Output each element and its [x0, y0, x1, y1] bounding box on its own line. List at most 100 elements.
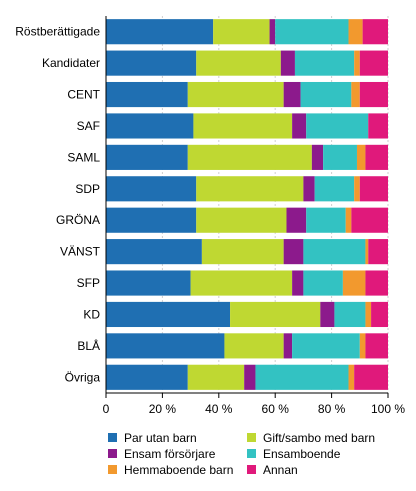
category-label: GRÖNA: [56, 213, 100, 227]
bar-segment: [314, 176, 355, 202]
category-label: VÄNST: [60, 245, 101, 259]
category-label: SAML: [67, 150, 100, 164]
legend-label: Hemmaboende barn: [124, 463, 233, 477]
category-label: BLÅ: [77, 338, 100, 353]
bar-segment: [292, 333, 360, 359]
legend-swatch: [247, 449, 256, 458]
category-label: Röstberättigade: [15, 25, 100, 39]
bar-segment: [275, 19, 349, 45]
bar-segment: [303, 176, 315, 202]
legend-swatch: [108, 449, 117, 458]
category-label: KD: [83, 307, 100, 321]
bar-segment: [306, 113, 369, 139]
category-label: Kandidater: [42, 56, 100, 70]
bar-segment: [106, 207, 197, 233]
bar-segment: [196, 176, 304, 202]
bar-segment: [244, 364, 256, 390]
x-tick-label: 20 %: [149, 402, 177, 416]
legend-label: Gift/sambo med barn: [263, 431, 375, 445]
bar-segment: [283, 239, 304, 265]
bar-segment: [300, 81, 352, 108]
bar-segment: [345, 207, 352, 233]
bar-segment: [342, 270, 366, 296]
bar-segment: [306, 207, 346, 233]
bar-segment: [187, 364, 245, 390]
x-tick-label: 0: [103, 402, 110, 416]
bar-segment: [303, 270, 343, 296]
bar-segment: [106, 19, 214, 45]
bar-segment: [106, 81, 188, 108]
bar-segment: [311, 144, 324, 170]
category-label: SFP: [77, 276, 100, 290]
bar-segment: [106, 270, 191, 296]
bar-segment: [294, 50, 355, 76]
bar-segment: [187, 81, 284, 108]
bar-segment: [106, 239, 202, 265]
bar-segment: [365, 144, 388, 170]
bar-segment: [106, 364, 188, 390]
x-tick-label: 40 %: [205, 402, 233, 416]
category-label: Övriga: [65, 370, 101, 384]
bar-segment: [365, 333, 388, 359]
x-tick-label: 100 %: [371, 402, 405, 416]
category-label: SDP: [75, 182, 100, 196]
bar-segment: [255, 364, 349, 390]
bar-segment: [362, 19, 388, 45]
category-labels: Röstberättigade Kandidater CENT SAF SAML SDP G…: [15, 25, 100, 385]
category-label: SAF: [77, 119, 100, 133]
bar-segment: [348, 19, 363, 45]
bar-segment: [320, 301, 335, 328]
bar-segment: [106, 301, 231, 328]
bar-segment: [280, 50, 295, 76]
bar-segment: [334, 301, 366, 328]
legend-swatch: [108, 433, 117, 442]
bar-segment: [224, 333, 284, 359]
legend-swatch: [247, 465, 256, 474]
legend-label: Par utan barn: [124, 431, 197, 445]
bar-segment: [368, 113, 388, 139]
bar-segment: [359, 176, 388, 202]
bar-segment: [196, 207, 287, 233]
x-tick-label: 80 %: [318, 402, 346, 416]
bars: [106, 19, 388, 390]
legend-label: Ensam försörjare: [124, 447, 216, 461]
bar-segment: [348, 364, 355, 390]
category-label: CENT: [67, 88, 100, 102]
x-tick-label: 60 %: [262, 402, 290, 416]
bar-segment: [303, 239, 366, 265]
bar-segment: [106, 176, 197, 202]
bar-segment: [365, 270, 388, 296]
bar-segment: [106, 50, 197, 76]
bar-segment: [354, 176, 360, 202]
bar-segment: [292, 113, 307, 139]
bar-segment: [286, 207, 307, 233]
bar-segment: [193, 113, 293, 139]
bar-segment: [106, 113, 194, 139]
bar-segment: [106, 144, 188, 170]
bar-segment: [292, 270, 304, 296]
legend: Par utan barn Gift/sambo med barn Ensam fö…: [108, 431, 375, 477]
legend-label: Annan: [263, 463, 298, 477]
bar-segment: [371, 301, 388, 328]
bar-segment: [359, 333, 366, 359]
bar-segment: [354, 364, 388, 390]
legend-swatch: [108, 465, 117, 474]
bar-segment: [283, 333, 293, 359]
bar-segment: [323, 144, 357, 170]
bar-segment: [365, 239, 369, 265]
bar-segment: [269, 19, 276, 45]
bar-segment: [196, 50, 281, 76]
bar-segment: [359, 50, 388, 76]
bar-segment: [351, 81, 360, 108]
bar-segment: [187, 144, 312, 170]
bar-segment: [213, 19, 270, 45]
legend-label: Ensamboende: [263, 447, 341, 461]
bar-segment: [190, 270, 293, 296]
bar-segment: [359, 81, 388, 108]
bar-segment: [201, 239, 284, 265]
bar-segment: [356, 144, 366, 170]
bar-segment: [351, 207, 388, 233]
bar-segment: [283, 81, 301, 108]
x-axis: 0 20 % 40 % 60 % 80 % 100 %: [103, 16, 405, 416]
